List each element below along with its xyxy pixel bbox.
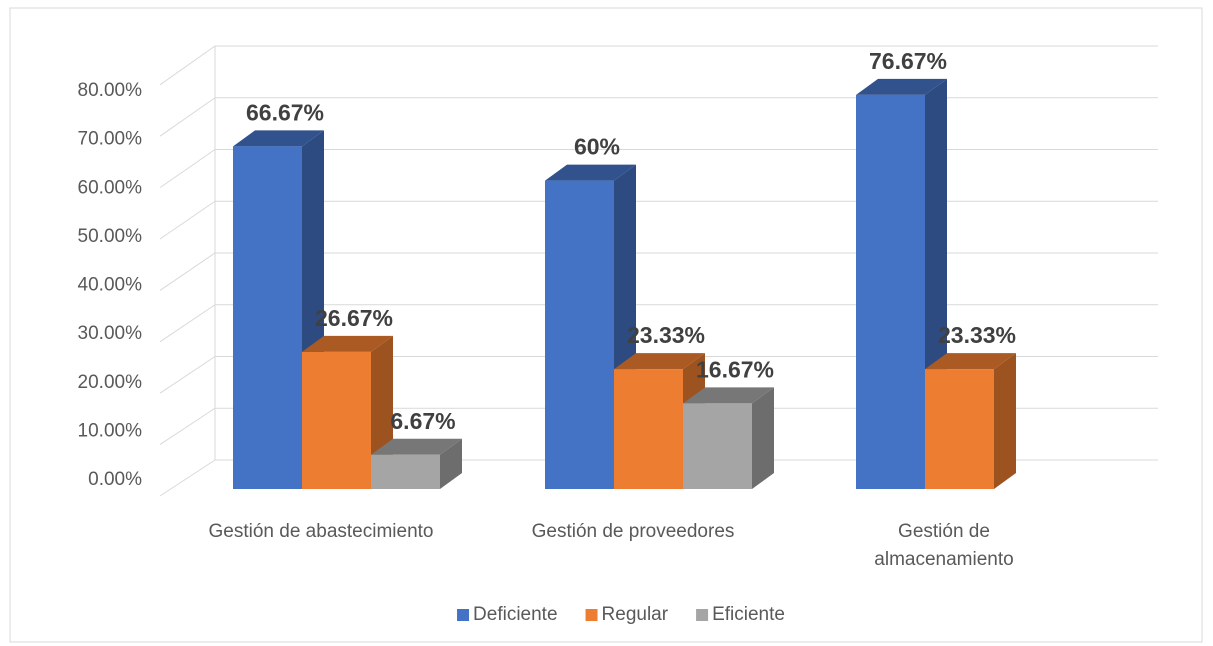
bar-front xyxy=(371,454,440,489)
bar-front xyxy=(614,369,683,489)
grid-line xyxy=(159,407,216,446)
x-tick-label: Gestión de proveedores xyxy=(532,521,735,542)
bar-top xyxy=(856,78,947,95)
bar xyxy=(371,438,462,489)
legend-swatch xyxy=(696,609,709,621)
grid-line xyxy=(159,200,216,240)
legend-label: Regular xyxy=(602,604,669,625)
data-label: 66.67% xyxy=(246,99,324,125)
bar-top xyxy=(545,164,636,181)
data-label: 60% xyxy=(574,134,620,160)
bar xyxy=(302,335,393,489)
bar xyxy=(683,387,774,489)
y-tick-label: 80.00% xyxy=(78,80,143,101)
y-tick-label: 0.00% xyxy=(88,469,142,490)
x-tick-label-line: Gestión de xyxy=(898,521,990,542)
legend: Deficiente Regular Eficiente xyxy=(457,604,785,625)
y-tick-label: 50.00% xyxy=(78,226,143,247)
y-tick-label: 30.00% xyxy=(78,323,143,344)
bar-top xyxy=(233,130,324,147)
data-label: 26.67% xyxy=(315,305,393,331)
x-tick-label: Gestión de almacenamiento xyxy=(874,521,1013,570)
bar-front xyxy=(856,94,925,489)
y-tick-label: 20.00% xyxy=(78,372,143,393)
bar xyxy=(925,353,1016,489)
grid-line xyxy=(159,149,216,189)
data-label: 23.33% xyxy=(627,322,705,348)
grid-line xyxy=(159,304,216,343)
legend-label: Deficiente xyxy=(473,604,558,625)
data-label: 76.67% xyxy=(869,48,947,74)
grid-line xyxy=(159,356,216,394)
bar-front xyxy=(545,180,614,489)
bar-side xyxy=(994,353,1016,489)
legend-label: Eficiente xyxy=(712,604,785,625)
y-tick-label: 70.00% xyxy=(78,129,143,150)
x-tick-label-line: almacenamiento xyxy=(874,549,1013,570)
data-label: 6.67% xyxy=(390,408,455,434)
bar-top xyxy=(925,353,1016,370)
bar-top xyxy=(614,353,705,370)
grid-line xyxy=(159,45,216,86)
data-label: 16.67% xyxy=(696,356,774,382)
data-label: 23.33% xyxy=(938,322,1016,348)
bar-front xyxy=(302,351,371,489)
grid-line xyxy=(159,97,216,137)
grid-line xyxy=(159,252,216,291)
bar-top xyxy=(371,438,462,455)
y-tick-label: 60.00% xyxy=(78,177,143,198)
legend-swatch xyxy=(457,609,470,621)
bar-top xyxy=(683,387,774,404)
legend-swatch xyxy=(585,609,598,621)
y-tick-label: 10.00% xyxy=(78,420,143,441)
bar-front xyxy=(233,146,302,489)
grid-line xyxy=(159,459,216,497)
bar-side xyxy=(440,438,462,489)
bar-side xyxy=(752,387,774,489)
bar-front xyxy=(683,403,752,489)
y-tick-label: 40.00% xyxy=(78,275,143,296)
bar xyxy=(856,78,947,489)
bar-top xyxy=(302,335,393,352)
bar-front xyxy=(925,369,994,489)
x-tick-label: Gestión de abastecimiento xyxy=(209,521,434,542)
chart-frame xyxy=(9,7,1203,643)
